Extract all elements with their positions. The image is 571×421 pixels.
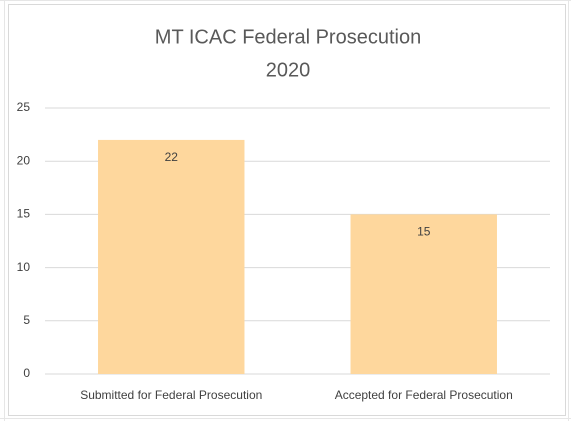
y-tick-label: 10 [17, 260, 31, 274]
y-tick-label: 20 [17, 153, 31, 167]
y-tick-label: 15 [17, 207, 31, 221]
x-tick-label: Submitted for Federal Prosecution [80, 388, 262, 402]
y-tick-label: 5 [23, 313, 30, 327]
bar [350, 214, 497, 374]
chart-subtitle: 2020 [266, 59, 311, 81]
data-label: 22 [165, 150, 179, 164]
x-tick-label: Accepted for Federal Prosecution [335, 388, 513, 402]
chart-title: MT ICAC Federal Prosecution [155, 26, 421, 48]
bar [98, 139, 245, 374]
data-label: 15 [417, 225, 431, 239]
y-tick-label: 0 [23, 366, 30, 380]
y-tick-label: 25 [17, 100, 31, 114]
